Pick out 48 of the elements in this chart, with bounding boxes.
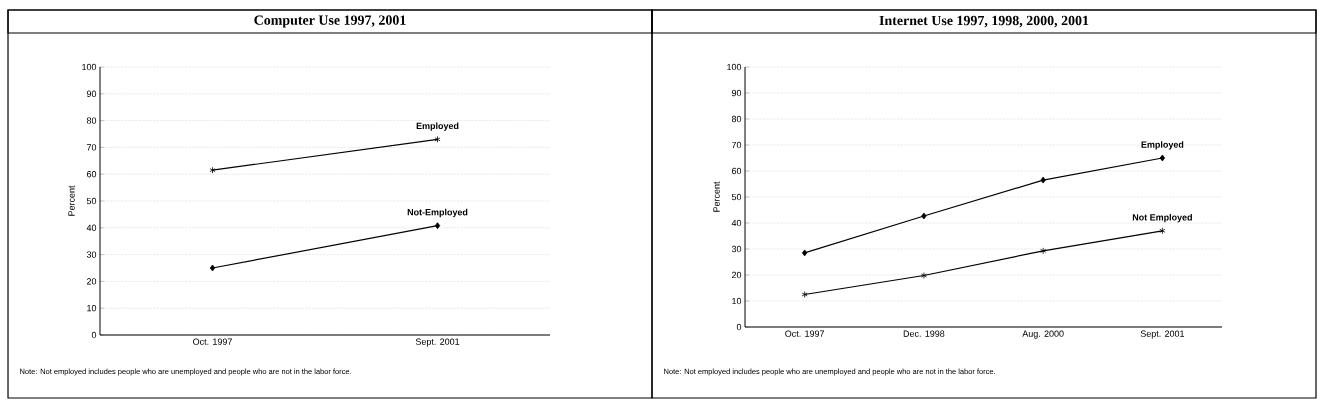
series-label: Employed <box>1141 141 1184 150</box>
y-tick-label: 10 <box>87 305 97 312</box>
y-tick-label: 30 <box>731 245 742 253</box>
x-tick-label: Sept. 2001 <box>1140 330 1185 339</box>
y-tick-label: 0 <box>91 331 97 339</box>
point <box>209 166 216 174</box>
x-tick-label: Sept. 2001 <box>415 338 460 347</box>
x-tick-label: Aug. 2000 <box>1022 330 1064 339</box>
point <box>1159 154 1166 162</box>
y-axis-title: Percent <box>713 181 720 212</box>
chart-title: Computer Use 1997, 2001 <box>254 15 406 28</box>
point <box>1040 247 1047 255</box>
y-tick-label: 20 <box>731 271 742 279</box>
y-tick-label: 0 <box>736 323 742 331</box>
series-label: Not-Employed <box>407 208 468 218</box>
y-tick-label: 70 <box>86 144 97 151</box>
y-tick-label: 60 <box>731 167 742 175</box>
series-label: Not Employed <box>1132 213 1192 223</box>
point <box>434 222 441 230</box>
point <box>802 249 808 257</box>
y-tick-label: 90 <box>731 89 742 97</box>
y-tick-label: 50 <box>86 197 97 205</box>
point <box>434 135 441 143</box>
y-tick-label: 60 <box>86 171 97 178</box>
y-tick-label: 100 <box>727 63 742 71</box>
y-tick-label: 40 <box>86 224 97 231</box>
y-tick-label: 10 <box>732 297 742 305</box>
y-tick-label: 100 <box>82 63 97 71</box>
y-tick-label: 40 <box>731 219 742 227</box>
point <box>209 264 216 272</box>
series-label: Employed <box>416 122 459 131</box>
chart-title: Internet Use 1997, 1998, 2000, 2001 <box>879 15 1089 28</box>
point <box>920 272 927 279</box>
y-tick-label: 30 <box>86 251 97 258</box>
point <box>1040 176 1046 184</box>
point <box>801 291 808 298</box>
y-tick-label: 50 <box>731 193 742 201</box>
x-tick-label: Dec. 1998 <box>903 330 945 337</box>
point <box>1159 227 1166 235</box>
y-tick-label: 20 <box>86 278 97 285</box>
x-tick-label: Oct. 1997 <box>785 330 825 337</box>
x-tick-label: Oct. 1997 <box>193 338 232 345</box>
y-tick-label: 80 <box>86 117 97 124</box>
y-tick-label: 70 <box>731 141 742 149</box>
y-tick-label: 90 <box>86 90 97 97</box>
y-axis-title: Percent <box>68 185 75 216</box>
y-tick-label: 80 <box>731 115 742 123</box>
point <box>921 212 927 220</box>
